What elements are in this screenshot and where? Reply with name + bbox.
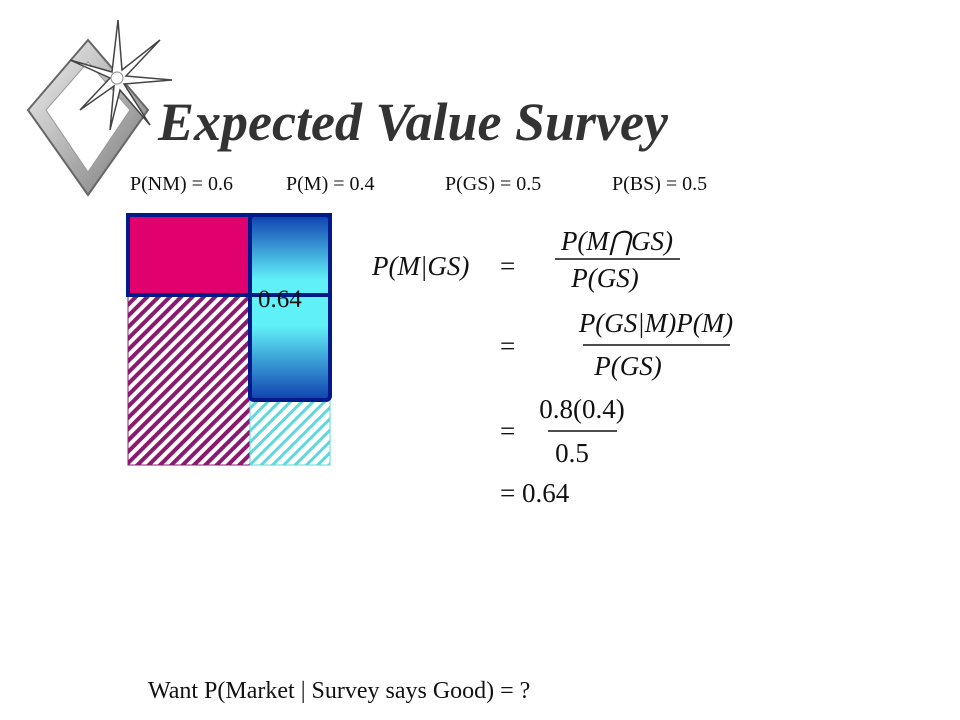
probability: P(M) = 0.4 xyxy=(286,173,375,195)
probability-diagram: 0.64 xyxy=(126,213,332,466)
footer: Want P(Market | Survey says Good) = ? xyxy=(148,678,530,704)
equals: = xyxy=(500,331,515,361)
probability: P(GS) = 0.5 xyxy=(445,173,541,195)
equals: = xyxy=(500,251,515,281)
equations: P(M|GS) = P(M⋂GS) P(GS) = P(GS|M)P(M) P(… xyxy=(371,226,733,508)
probabilities: P(NM) = 0.6 P(M) = 0.4 P(GS) = 0.5 P(BS)… xyxy=(130,173,707,195)
diagram-label: 0.64 xyxy=(258,286,302,313)
denominator: P(GS) xyxy=(593,351,661,381)
probability: P(NM) = 0.6 xyxy=(130,173,233,195)
numerator: P(GS|M)P(M) xyxy=(578,308,733,338)
equals: = xyxy=(500,416,515,446)
numerator: 0.8(0.4) xyxy=(539,394,624,424)
denominator: 0.5 xyxy=(555,438,589,468)
denominator: P(GS) xyxy=(570,263,638,293)
numerator: P(M⋂GS) xyxy=(560,226,673,256)
equals: = xyxy=(500,478,515,508)
title: Expected Value Survey xyxy=(157,92,669,152)
result: 0.64 xyxy=(522,478,570,508)
probability: P(BS) = 0.5 xyxy=(612,173,707,195)
logo xyxy=(26,19,173,197)
lhs: P(M|GS) xyxy=(371,251,469,281)
